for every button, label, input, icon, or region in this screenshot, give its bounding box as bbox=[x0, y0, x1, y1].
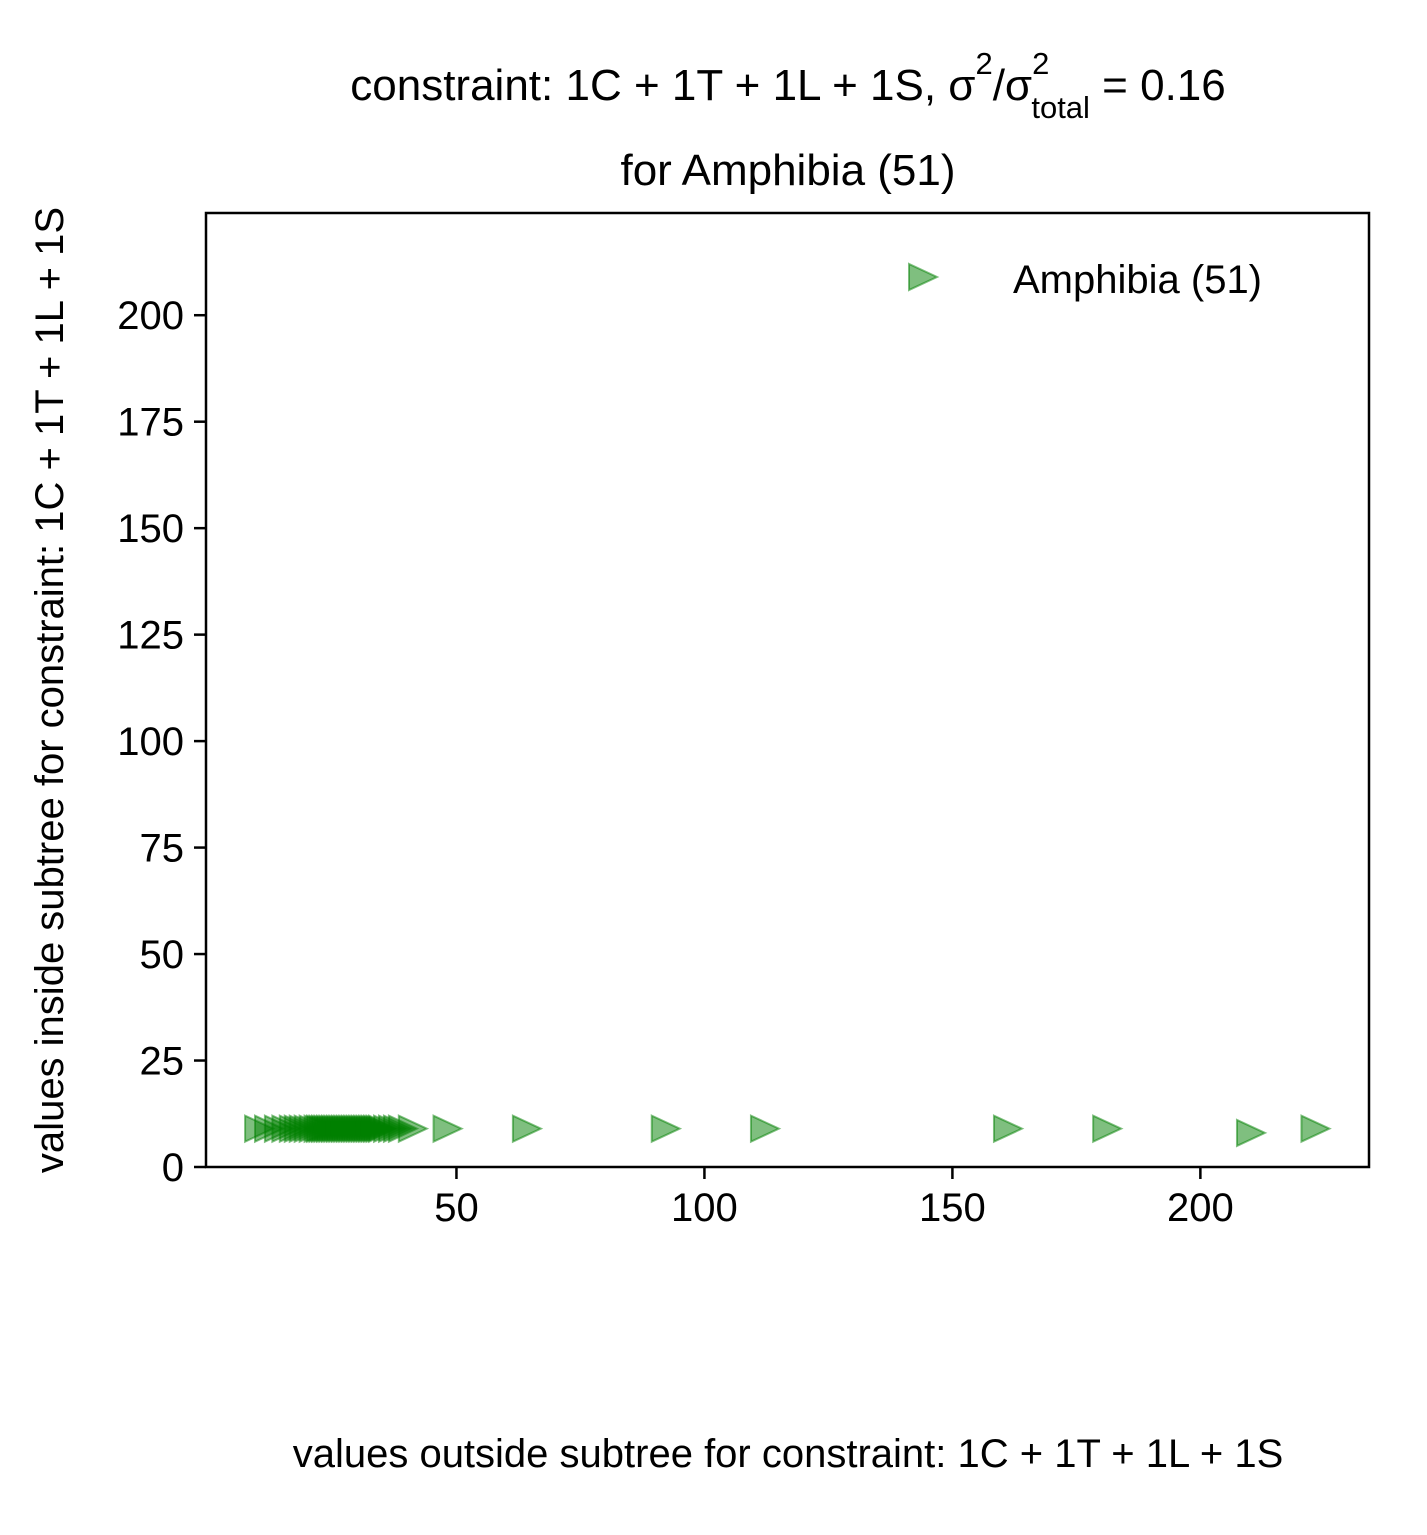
legend-marker bbox=[908, 262, 940, 292]
x-tick-label: 100 bbox=[671, 1186, 738, 1230]
y-tick-label: 50 bbox=[140, 933, 185, 977]
x-tick-label: 200 bbox=[1167, 1186, 1234, 1230]
x-tick-label: 150 bbox=[919, 1186, 986, 1230]
data-point bbox=[749, 1114, 782, 1144]
y-tick-label: 175 bbox=[117, 401, 184, 445]
y-tick-label: 100 bbox=[117, 720, 184, 764]
y-tick-label: 75 bbox=[140, 827, 185, 871]
y-tick-label: 200 bbox=[117, 294, 184, 338]
legend: Amphibia (51) bbox=[908, 258, 1262, 302]
data-point bbox=[432, 1114, 464, 1144]
y-tick-label: 0 bbox=[162, 1146, 184, 1190]
y-tick-label: 25 bbox=[140, 1040, 185, 1084]
data-point bbox=[1235, 1118, 1268, 1148]
data-point bbox=[397, 1114, 430, 1144]
data-point bbox=[1092, 1114, 1124, 1144]
data-point bbox=[511, 1114, 544, 1144]
chart-title-line2: for Amphibia (51) bbox=[620, 146, 955, 195]
data-point bbox=[1300, 1114, 1332, 1144]
series-amphibia bbox=[244, 1114, 1332, 1148]
y-tick-label: 150 bbox=[117, 507, 184, 551]
plot-frame bbox=[204, 211, 1371, 1169]
x-axis-ticks: 50 100 150 200 bbox=[434, 1167, 1234, 1230]
y-tick-label: 125 bbox=[117, 614, 184, 658]
x-tick-label: 50 bbox=[434, 1186, 479, 1230]
y-axis-label: values inside subtree for constraint: 1C… bbox=[28, 207, 72, 1173]
x-axis-label: values outside subtree for constraint: 1… bbox=[293, 1432, 1284, 1476]
y-axis-ticks: 0 25 50 75 100 125 150 175 200 bbox=[117, 294, 206, 1190]
legend-label: Amphibia (51) bbox=[1013, 258, 1262, 302]
chart-title-line1: constraint: 1C + 1T + 1L + 1S, σ2/σ2 tota… bbox=[350, 46, 1225, 125]
data-point bbox=[992, 1114, 1025, 1144]
data-point bbox=[650, 1114, 683, 1144]
